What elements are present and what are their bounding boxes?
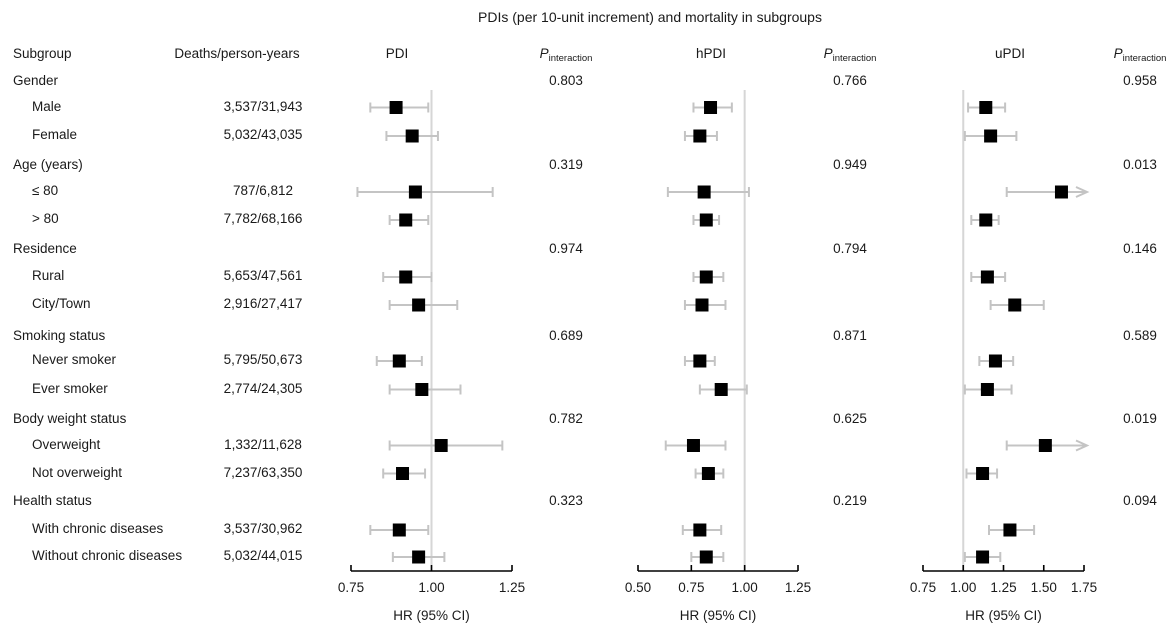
deaths-person-years-value: 5,032/44,015 bbox=[223, 548, 303, 563]
column-header-hpdi: hPDI bbox=[695, 46, 727, 61]
deaths-person-years-value: 3,537/30,962 bbox=[223, 521, 303, 536]
deaths-person-years-value: 2,916/27,417 bbox=[223, 296, 303, 311]
subgroup-item-label: Male bbox=[32, 98, 62, 114]
subgroup-item-label: Ever smoker bbox=[32, 380, 108, 396]
subgroup-category-label: Age (years) bbox=[13, 157, 83, 172]
subgroup-category-label: Residence bbox=[13, 241, 77, 256]
subgroup-category-label: Body weight status bbox=[13, 411, 127, 426]
column-header-p-interaction-2: Pinteraction bbox=[823, 46, 877, 64]
subgroup-item-label: Not overweight bbox=[32, 464, 123, 480]
p-interaction-value: 0.794 bbox=[833, 241, 867, 256]
deaths-person-years-value: 7,782/68,166 bbox=[223, 211, 303, 226]
svg-text:1.50: 1.50 bbox=[1031, 580, 1057, 595]
deaths-person-years-value: 5,032/43,035 bbox=[223, 127, 303, 142]
p-interaction-value: 0.146 bbox=[1123, 241, 1157, 256]
p-subscript: interaction bbox=[1122, 53, 1167, 64]
p-interaction-value: 0.319 bbox=[549, 157, 583, 172]
svg-text:0.50: 0.50 bbox=[625, 580, 651, 595]
column-header-pdi: PDI bbox=[385, 46, 409, 61]
p-label: P bbox=[823, 46, 833, 61]
p-interaction-value: 0.766 bbox=[833, 73, 867, 88]
subgroup-category-label: Gender bbox=[13, 73, 59, 88]
subgroup-item-label: Never smoker bbox=[32, 352, 117, 367]
svg-text:0.75: 0.75 bbox=[678, 580, 704, 595]
p-interaction-value: 0.689 bbox=[549, 328, 583, 343]
svg-text:1.00: 1.00 bbox=[950, 580, 976, 595]
subgroup-item-label: Overweight bbox=[32, 436, 101, 452]
deaths-person-years-value: 787/6,812 bbox=[232, 183, 294, 198]
subgroup-item-label: Rural bbox=[32, 268, 65, 283]
p-interaction-value: 0.803 bbox=[549, 73, 583, 88]
svg-text:1.75: 1.75 bbox=[1071, 580, 1097, 595]
column-header-deaths: Deaths/person-years bbox=[174, 46, 300, 61]
svg-text:1.25: 1.25 bbox=[785, 580, 811, 595]
subgroup-item-label: > 80 bbox=[32, 211, 59, 226]
subgroup-item-label: Without chronic diseases bbox=[32, 548, 183, 563]
p-interaction-value: 0.019 bbox=[1123, 411, 1157, 426]
p-subscript: interaction bbox=[548, 53, 593, 64]
p-interaction-value: 0.625 bbox=[833, 411, 867, 426]
deaths-person-years-value: 3,537/31,943 bbox=[223, 98, 303, 114]
column-header-p-interaction-1: Pinteraction bbox=[539, 46, 593, 64]
subgroup-item-label: With chronic diseases bbox=[32, 521, 164, 536]
column-header-subgroup: Subgroup bbox=[13, 46, 72, 61]
column-header-updi: uPDI bbox=[994, 46, 1026, 61]
svg-text:HR (95% CI): HR (95% CI) bbox=[393, 608, 470, 623]
svg-text:HR (95% CI): HR (95% CI) bbox=[965, 608, 1042, 623]
figure-title: PDIs (per 10-unit increment) and mortali… bbox=[478, 9, 822, 25]
p-interaction-value: 0.974 bbox=[549, 241, 583, 256]
p-interaction-value: 0.782 bbox=[549, 411, 583, 426]
p-interaction-value: 0.219 bbox=[833, 493, 867, 508]
svg-text:0.75: 0.75 bbox=[338, 580, 364, 595]
deaths-person-years-value: 5,653/47,561 bbox=[223, 268, 303, 283]
svg-text:1.25: 1.25 bbox=[499, 580, 525, 595]
p-interaction-value: 0.589 bbox=[1123, 328, 1157, 343]
p-label: P bbox=[539, 46, 549, 61]
svg-text:1.00: 1.00 bbox=[418, 580, 444, 595]
svg-text:1.25: 1.25 bbox=[990, 580, 1016, 595]
subgroup-item-label: ≤ 80 bbox=[32, 183, 59, 198]
p-label: P bbox=[1113, 46, 1123, 61]
deaths-person-years-value: 2,774/24,305 bbox=[223, 380, 303, 396]
subgroup-category-label: Smoking status bbox=[13, 328, 106, 343]
p-interaction-value: 0.958 bbox=[1123, 73, 1157, 88]
p-interaction-value: 0.094 bbox=[1123, 493, 1157, 508]
deaths-person-years-value: 1,332/11,628 bbox=[224, 436, 302, 452]
subgroup-item-label: City/Town bbox=[32, 296, 91, 311]
p-interaction-value: 0.871 bbox=[833, 328, 867, 343]
column-header-p-interaction-3: Pinteraction bbox=[1113, 46, 1167, 64]
p-interaction-value: 0.013 bbox=[1123, 157, 1157, 172]
subgroup-category-label: Health status bbox=[13, 493, 92, 508]
deaths-person-years-value: 5,795/50,673 bbox=[223, 352, 303, 367]
deaths-person-years-value: 7,237/63,350 bbox=[223, 464, 303, 480]
svg-text:0.75: 0.75 bbox=[910, 580, 936, 595]
subgroup-item-label: Female bbox=[32, 127, 78, 142]
svg-text:HR (95% CI): HR (95% CI) bbox=[680, 608, 757, 623]
p-interaction-value: 0.949 bbox=[833, 157, 867, 172]
svg-text:1.00: 1.00 bbox=[732, 580, 758, 595]
p-interaction-value: 0.323 bbox=[549, 493, 583, 508]
p-subscript: interaction bbox=[832, 53, 877, 64]
